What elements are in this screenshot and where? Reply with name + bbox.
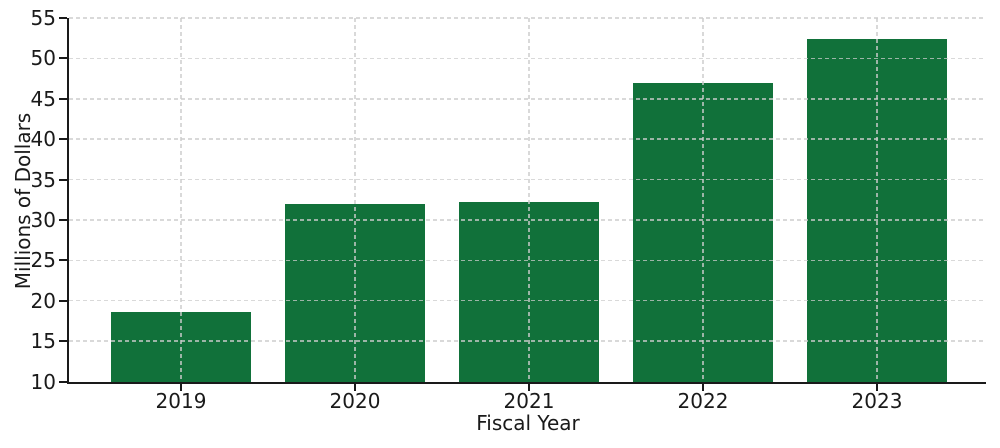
y-tick-mark-25 [59, 259, 67, 262]
bar-2019 [111, 311, 251, 382]
x-tick-mark-2020 [354, 384, 356, 391]
x-tick-mark-2022 [702, 384, 704, 391]
y-tick-label-25: 25 [30, 248, 56, 273]
x-tick-mark-2021 [528, 384, 530, 391]
y-tick-label-30: 30 [30, 207, 56, 232]
x-tick-label-2020: 2020 [329, 389, 381, 413]
x-tick-label-2023: 2023 [851, 389, 903, 413]
x-axis-title: Fiscal Year [476, 411, 580, 435]
y-tick-label-35: 35 [30, 167, 56, 192]
y-tick-mark-40 [59, 138, 67, 141]
y-tick-mark-50 [59, 57, 67, 60]
y-tick-mark-55 [59, 17, 67, 19]
bar-2021 [459, 201, 599, 382]
y-tick-label-45: 45 [30, 86, 56, 111]
y-tick-label-10: 10 [30, 369, 56, 394]
y-tick-mark-45 [59, 97, 67, 100]
y-tick-mark-10 [59, 380, 67, 383]
y-tick-mark-30 [59, 218, 67, 221]
h-gridline-55 [69, 17, 986, 19]
y-tick-label-15: 15 [30, 329, 56, 354]
bar-2023 [807, 38, 947, 382]
bar-2022 [633, 83, 773, 382]
y-tick-label-40: 40 [30, 127, 56, 152]
plot-area [67, 17, 986, 384]
y-tick-mark-15 [59, 340, 67, 343]
y-tick-label-55: 55 [30, 6, 56, 30]
x-tick-label-2019: 2019 [155, 389, 207, 413]
y-tick-mark-35 [59, 178, 67, 181]
x-tick-mark-2019 [180, 384, 182, 391]
x-tick-mark-2023 [876, 384, 878, 391]
x-tick-label-2022: 2022 [677, 389, 729, 413]
bar-2020 [285, 204, 425, 382]
y-tick-mark-20 [59, 299, 67, 302]
y-tick-label-50: 50 [30, 46, 56, 71]
x-tick-label-2021: 2021 [503, 389, 555, 413]
y-tick-label-20: 20 [30, 288, 56, 313]
